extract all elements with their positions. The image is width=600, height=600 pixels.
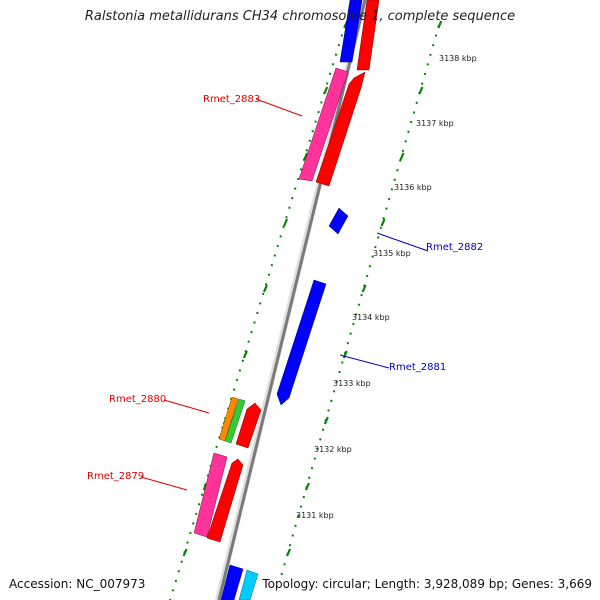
outer-scale-tick — [399, 152, 405, 161]
feature-rmet-2880-arrow — [235, 402, 262, 449]
topology-text: Topology: circular; Length: 3,928,089 bp… — [262, 577, 592, 591]
kbp-label: 3136 kbp — [394, 183, 432, 192]
kbp-labels: 3131 kbp 3132 kbp 3133 kbp 3134 kbp 3135… — [296, 54, 477, 520]
outer-scale-tick — [418, 86, 424, 95]
map-title: Ralstonia metallidurans CH34 chromosome … — [84, 9, 516, 24]
gene-label-rmet-2879: Rmet_2879 — [87, 471, 144, 482]
outer-scale-tick — [286, 548, 292, 557]
kbp-label: 3131 kbp — [296, 511, 334, 520]
inner-scale-tick — [303, 152, 309, 161]
gene-features — [193, 0, 380, 600]
feature-rmet-2883-pink — [298, 67, 349, 182]
feature-rmet-2881 — [276, 279, 327, 406]
outer-scale-tick — [304, 482, 310, 491]
outer-scale-tick — [437, 20, 443, 29]
kbp-label: 3134 kbp — [352, 313, 390, 322]
feature-rmet-2883-arrow — [315, 71, 366, 187]
gene-labels: Rmet_2883 Rmet_2882 Rmet_2881 Rmet_2880 … — [87, 94, 483, 482]
accession-text: Accession: NC_007973 — [9, 577, 146, 591]
outer-scale-tick — [380, 218, 386, 227]
inner-scale-tick — [323, 86, 329, 95]
gene-label-rmet-2883: Rmet_2883 — [203, 94, 260, 105]
inner-scale-tick — [283, 218, 289, 227]
feature-reverse-bottom-cyan — [238, 569, 259, 600]
feature-reverse-bottom — [220, 564, 244, 600]
label-leaders — [140, 98, 429, 491]
feature-rmet-2882 — [328, 207, 349, 235]
inner-scale-tick — [182, 548, 188, 557]
kbp-label: 3133 kbp — [333, 379, 371, 388]
inner-scale-tick — [242, 350, 248, 359]
kbp-label: 3135 kbp — [373, 249, 411, 258]
outer-scale-tick — [323, 416, 329, 425]
feature-rmet-2880-green — [224, 398, 246, 444]
gene-label-rmet-2882: Rmet_2882 — [426, 242, 483, 253]
inner-scale-tick — [262, 284, 268, 293]
kbp-label: 3137 kbp — [416, 119, 454, 128]
chromosome-backbone — [215, 0, 367, 600]
kbp-label: 3138 kbp — [439, 54, 477, 63]
outer-scale-tick — [361, 284, 367, 293]
gene-label-rmet-2880: Rmet_2880 — [109, 394, 166, 405]
outer-scale-tick — [342, 350, 348, 359]
feature-rmet-2879-arrow — [206, 458, 244, 543]
gene-label-rmet-2881: Rmet_2881 — [389, 362, 446, 373]
kbp-label: 3132 kbp — [314, 445, 352, 454]
feature-forward-top — [356, 0, 380, 71]
feature-reverse-top — [339, 0, 363, 63]
feature-rmet-2879-pink — [193, 452, 228, 538]
